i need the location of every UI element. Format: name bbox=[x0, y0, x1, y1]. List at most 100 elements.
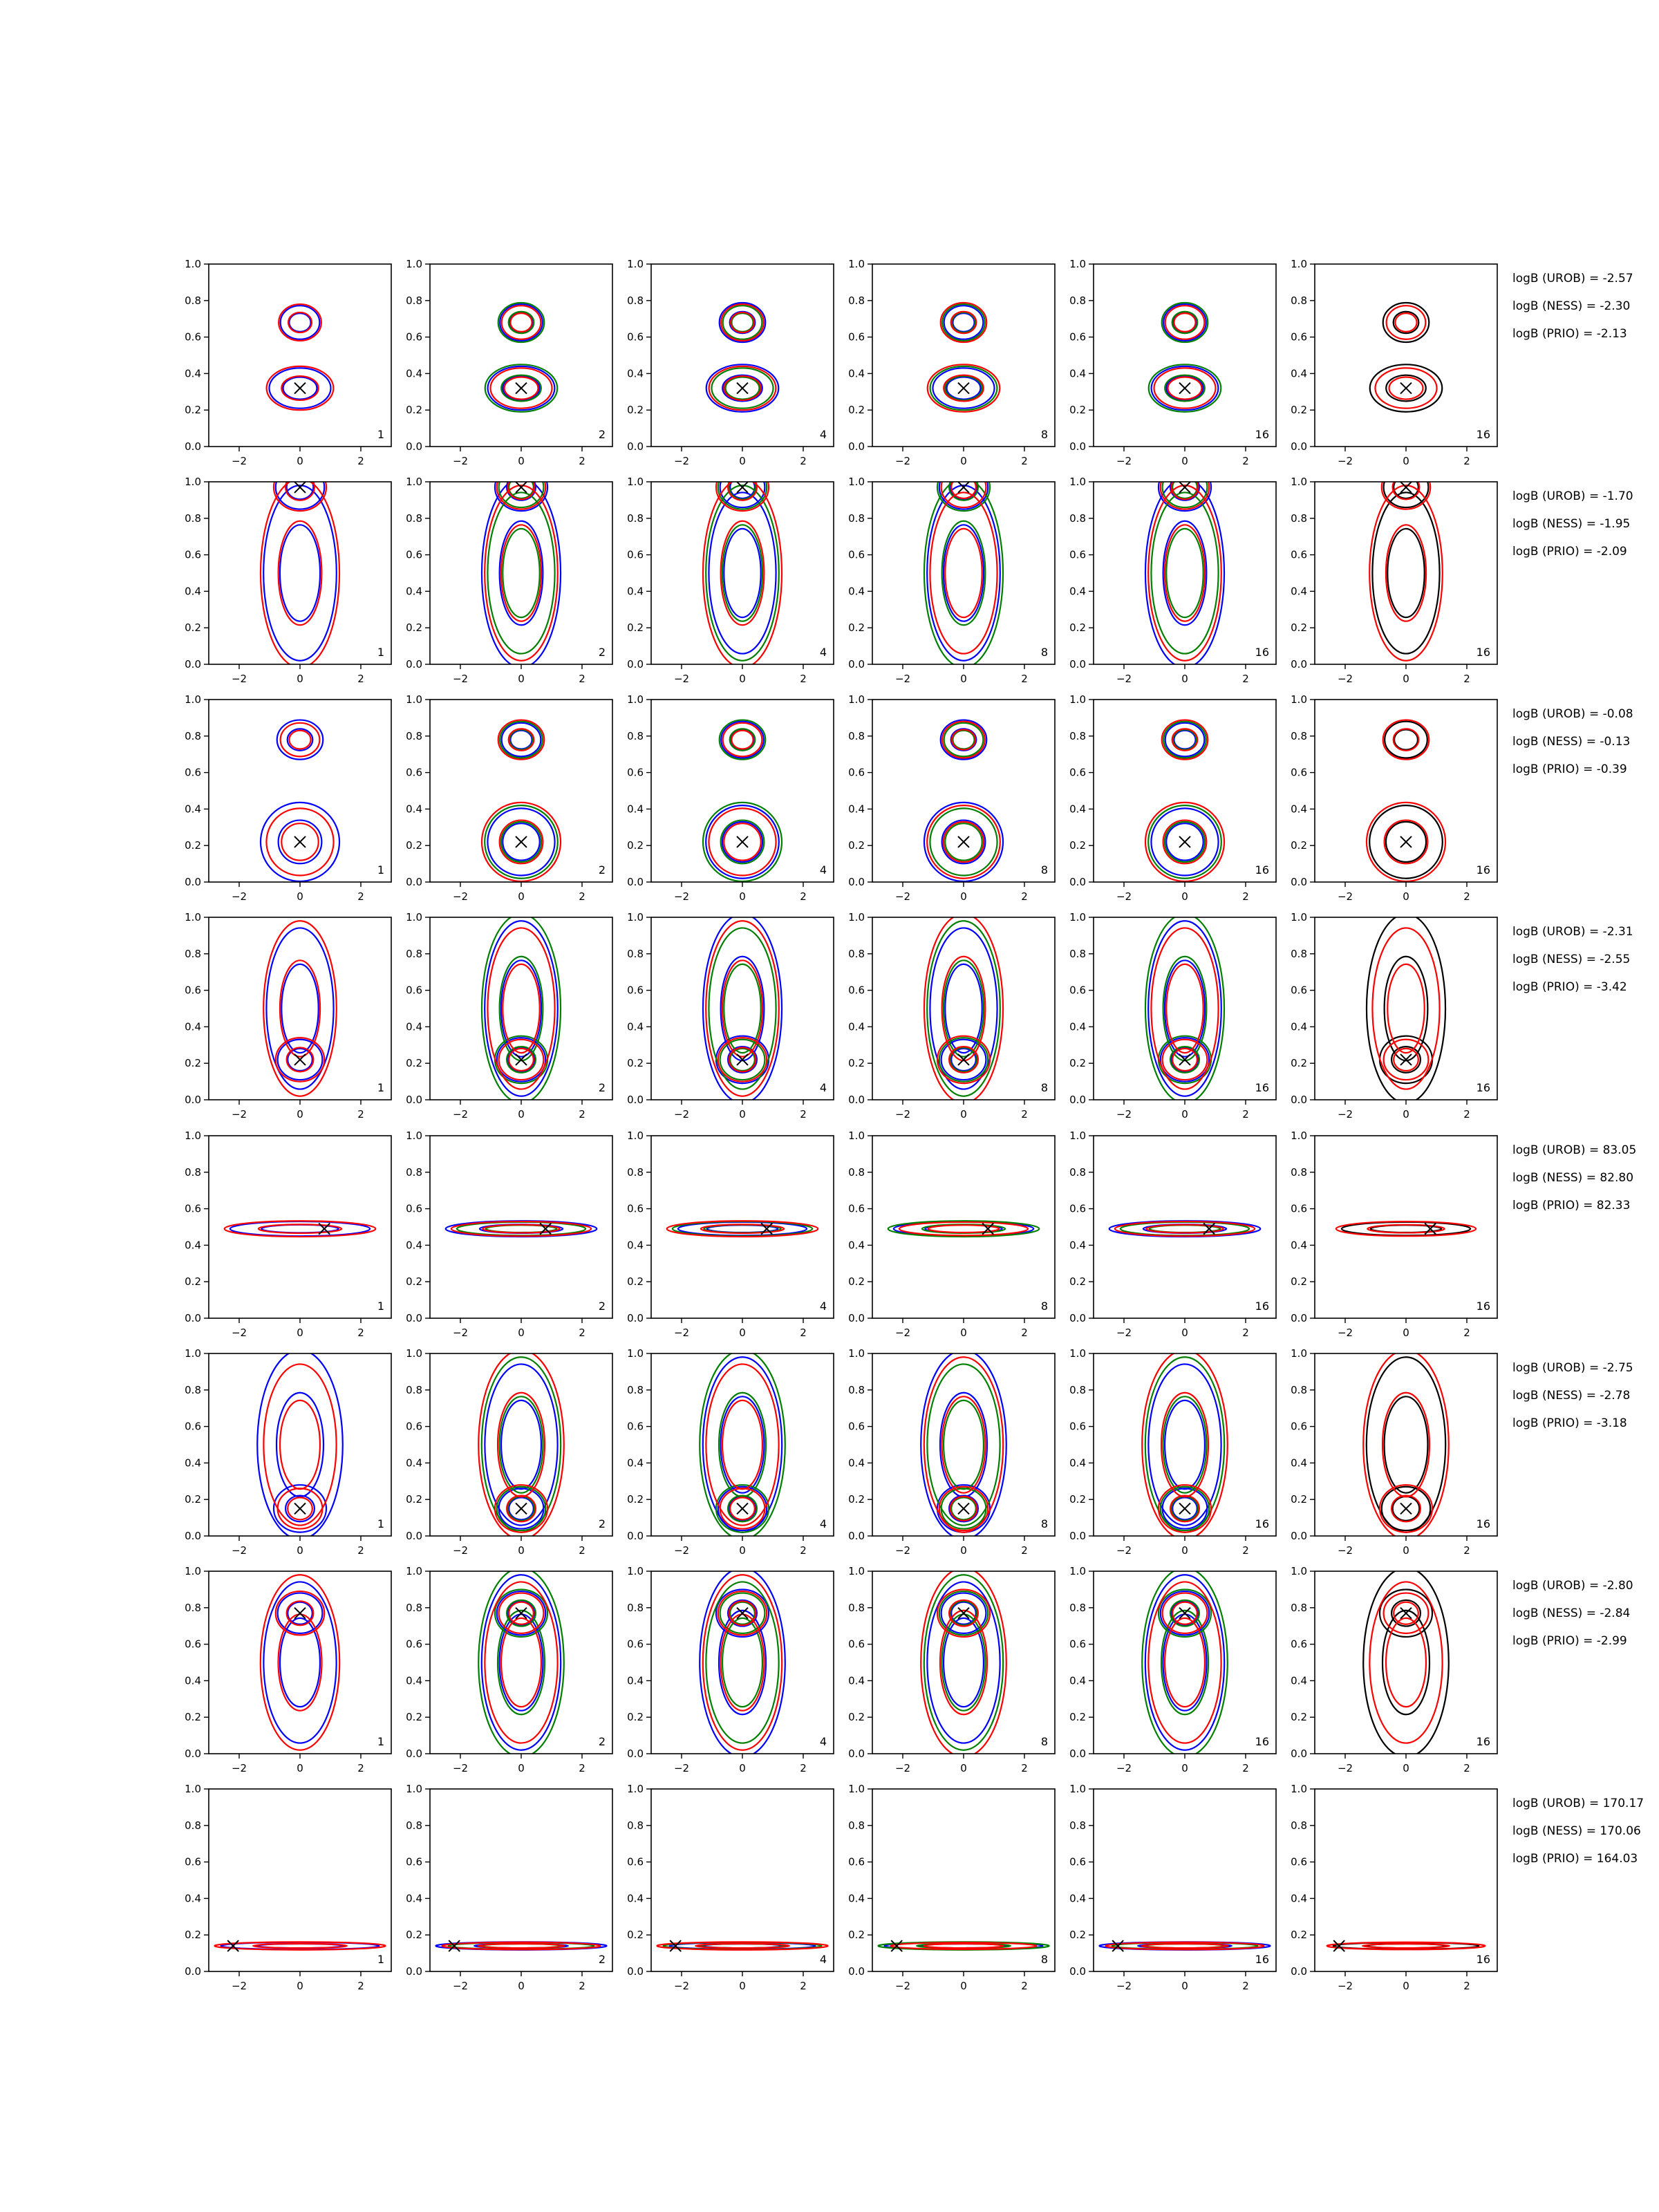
contour-group bbox=[1335, 1220, 1477, 1237]
x-tick-label: 0 bbox=[518, 1108, 525, 1121]
contour-line-9 bbox=[487, 927, 556, 1090]
y-tick-label: 0.0 bbox=[627, 1094, 644, 1106]
contour-line-12 bbox=[1169, 1494, 1201, 1523]
contour-line-2 bbox=[279, 305, 321, 340]
x-tick-label: −2 bbox=[232, 1980, 247, 1992]
panel-number-label: 16 bbox=[1477, 1735, 1490, 1748]
axes-frame bbox=[429, 699, 613, 883]
contour-line-5 bbox=[1365, 801, 1447, 882]
contour-line-1 bbox=[480, 1574, 562, 1751]
y-tick-label: 0.0 bbox=[185, 440, 201, 453]
y-tick-label: 1.0 bbox=[185, 693, 201, 706]
contour-group bbox=[1141, 1571, 1228, 1754]
contour-line-10 bbox=[496, 482, 547, 510]
true-value-marker bbox=[890, 1940, 903, 1952]
contour-line-1 bbox=[702, 1356, 783, 1533]
contour-group bbox=[1108, 1220, 1262, 1238]
contour-line-11 bbox=[1160, 1391, 1210, 1498]
contour-line-4 bbox=[1361, 1942, 1451, 1949]
x-tick-label: −2 bbox=[1116, 890, 1132, 903]
contour-group bbox=[259, 719, 341, 882]
y-tick-label: 1.0 bbox=[185, 1783, 201, 1795]
logb-label: logB (NESS) = 82.80 bbox=[1512, 1171, 1633, 1185]
x-tick-label: 0 bbox=[1181, 890, 1188, 903]
contour-line-12 bbox=[507, 728, 535, 751]
y-tick-label: 0.6 bbox=[627, 1203, 644, 1215]
contour-group bbox=[702, 719, 783, 882]
contour-line-11 bbox=[943, 374, 984, 402]
contour-line-4 bbox=[252, 1942, 348, 1949]
y-tick-label: 0.2 bbox=[185, 1493, 201, 1506]
true-value-marker bbox=[957, 1053, 970, 1066]
contour-line-3 bbox=[498, 1613, 544, 1712]
x-tick-label: −2 bbox=[453, 1980, 468, 1992]
x-tick-label: 2 bbox=[1021, 1108, 1028, 1121]
contour-line-10 bbox=[940, 482, 987, 509]
contour-group bbox=[920, 1353, 1007, 1536]
contour-line-8 bbox=[1391, 482, 1421, 500]
contour-line-10 bbox=[722, 722, 763, 758]
contour-line-5 bbox=[480, 917, 562, 1100]
contour-line-4 bbox=[288, 312, 312, 332]
y-tick-label: 0.4 bbox=[406, 367, 422, 379]
x-tick-label: 2 bbox=[579, 1108, 585, 1121]
contour-line-4 bbox=[948, 1494, 980, 1523]
y-tick-label: 0.4 bbox=[848, 1674, 865, 1687]
contour-line-4 bbox=[1393, 729, 1419, 751]
y-tick-label: 0.0 bbox=[1291, 1965, 1307, 1978]
contour-line-1 bbox=[1144, 1574, 1226, 1751]
x-tick-label: 2 bbox=[579, 890, 585, 903]
contour-line-12 bbox=[508, 1601, 534, 1625]
y-tick-label: 1.0 bbox=[848, 476, 865, 488]
logb-label: logB (UROB) = 83.05 bbox=[1512, 1143, 1636, 1157]
x-tick-label: 0 bbox=[1181, 1108, 1188, 1121]
y-tick-label: 0.6 bbox=[627, 549, 644, 561]
x-tick-label: 2 bbox=[1242, 1327, 1249, 1339]
y-tick-label: 1.0 bbox=[627, 258, 644, 270]
y-tick-label: 0.0 bbox=[185, 1747, 201, 1760]
y-tick-label: 0.8 bbox=[185, 948, 201, 960]
contour-line-1 bbox=[263, 485, 337, 662]
x-tick-label: 2 bbox=[1242, 673, 1249, 685]
x-tick-label: 0 bbox=[518, 1544, 525, 1557]
y-tick-label: 0.8 bbox=[848, 1384, 865, 1396]
contour-line-8 bbox=[508, 482, 534, 500]
axes-frame bbox=[1314, 263, 1498, 447]
logb-annotations-row-6: logB (UROB) = -2.75 logB (NESS) = -2.78 lo… bbox=[1512, 1361, 1633, 1430]
axes-frame bbox=[429, 263, 613, 447]
contour-line-6 bbox=[936, 482, 991, 512]
contour-line-4 bbox=[509, 729, 533, 750]
contour-line-11 bbox=[939, 1609, 988, 1716]
axes-frame bbox=[1093, 1135, 1277, 1319]
contour-group bbox=[480, 719, 562, 882]
contour-line-1 bbox=[487, 365, 556, 411]
y-tick-label: 0.2 bbox=[1291, 1057, 1307, 1069]
y-tick-label: 0.0 bbox=[1069, 658, 1086, 671]
x-tick-label: 2 bbox=[1463, 1327, 1470, 1339]
true-value-marker bbox=[515, 481, 527, 494]
panel-r2-c5: −2 0 2 0.0 0.2 0.4 0.6 0.8 1.0 16 bbox=[1069, 476, 1277, 685]
contour-line-11 bbox=[1165, 963, 1204, 1054]
true-value-marker bbox=[294, 836, 306, 848]
contour-line-3 bbox=[1162, 520, 1208, 626]
true-value-marker bbox=[515, 382, 527, 395]
contour-line-10 bbox=[1159, 482, 1210, 510]
contour-group bbox=[920, 1571, 1007, 1754]
y-tick-label: 0.0 bbox=[185, 1094, 201, 1106]
contour-line-11 bbox=[720, 520, 765, 626]
contour-line-9 bbox=[1147, 1581, 1222, 1744]
contour-line-12 bbox=[728, 1047, 757, 1073]
panel-r2-c4: −2 0 2 0.0 0.2 0.4 0.6 0.8 1.0 8 bbox=[848, 476, 1056, 685]
y-tick-label: 0.2 bbox=[1069, 839, 1086, 852]
y-tick-label: 0.6 bbox=[1291, 1421, 1307, 1433]
y-tick-label: 0.8 bbox=[1291, 1166, 1307, 1179]
panel-number-label: 16 bbox=[1255, 863, 1269, 877]
y-tick-label: 0.0 bbox=[627, 1965, 644, 1978]
y-tick-label: 1.0 bbox=[848, 1783, 865, 1795]
y-tick-label: 0.0 bbox=[1069, 1094, 1086, 1106]
y-tick-label: 0.8 bbox=[1291, 512, 1307, 525]
axes-frame bbox=[1093, 699, 1277, 883]
contour-line-10 bbox=[939, 301, 988, 344]
panel-r3-c5: −2 0 2 0.0 0.2 0.4 0.6 0.8 1.0 16 bbox=[1069, 693, 1277, 903]
contour-line-6 bbox=[722, 305, 763, 340]
